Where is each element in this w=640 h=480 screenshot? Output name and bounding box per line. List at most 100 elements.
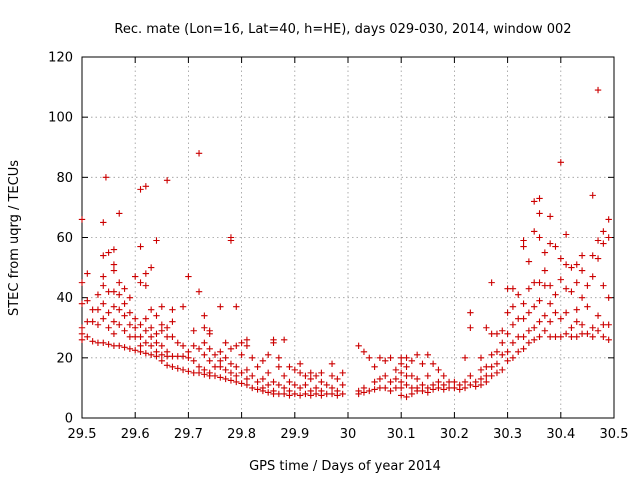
data-point [105,309,112,316]
data-point [429,386,437,393]
data-point [195,288,203,295]
data-point [137,342,144,349]
data-point [217,374,224,381]
data-point [403,393,410,401]
data-point [233,378,240,386]
data-point [488,363,495,371]
data-point [594,255,602,262]
data-point [227,369,235,377]
data-point [137,186,144,193]
data-point [515,291,522,298]
data-point [568,288,575,295]
data-point [499,351,506,359]
data-point [366,354,373,362]
data-point [243,375,251,383]
data-point [509,303,517,310]
data-point [142,350,150,357]
data-point [339,369,346,377]
data-point [573,333,580,340]
data-point [110,261,118,268]
data-point [158,342,165,349]
data-point [222,354,229,362]
data-point [536,333,543,340]
data-point [132,315,139,322]
data-point [116,210,123,217]
data-point [169,363,176,371]
data-point [137,279,144,286]
data-point [403,381,410,389]
data-point [509,339,517,346]
data-point [286,363,293,371]
data-point [605,321,612,328]
data-point [531,198,538,205]
data-point [398,392,405,399]
data-point [153,330,160,337]
data-point [147,324,155,331]
data-point [121,344,128,351]
data-point [467,372,474,380]
data-point [195,345,203,353]
data-point [158,321,165,328]
data-point [312,390,320,398]
data-point [520,333,527,340]
data-point [105,341,112,348]
data-points [78,86,612,401]
data-point [504,330,511,337]
data-point [467,324,474,331]
data-point [296,392,304,399]
data-point [504,348,511,356]
data-point [222,375,229,383]
data-point [110,288,118,295]
y-tick-label: 0 [65,412,73,427]
data-point [84,297,91,304]
data-point [179,342,187,349]
data-point [387,387,394,395]
x-tick-label: 30.2 [440,427,469,442]
data-point [296,384,304,392]
data-point [456,386,463,393]
data-point [121,300,128,307]
data-point [206,345,213,353]
data-point [605,216,612,223]
data-point [605,294,612,301]
data-point [89,318,96,325]
data-point [249,372,256,380]
data-point [179,366,187,374]
data-point [211,351,219,359]
data-point [195,150,203,157]
data-point [94,306,102,313]
data-point [520,237,527,244]
data-point [265,381,272,389]
data-point [243,381,251,389]
data-point [552,243,559,250]
data-point [403,354,410,362]
x-tick-label: 29.9 [280,427,309,442]
x-tick-label: 29.8 [227,427,256,442]
y-tick-label: 40 [56,291,73,306]
data-point [435,366,442,374]
x-tick-label: 30.1 [387,427,416,442]
data-point [100,219,107,226]
data-point [249,354,256,362]
data-point [94,321,102,328]
data-point [291,381,298,389]
data-point [142,183,150,190]
data-point [552,309,559,316]
data-point [520,243,527,250]
data-point [578,321,586,328]
data-point [584,282,591,289]
y-tick-label: 120 [48,51,73,66]
data-point [531,228,538,235]
data-point [238,339,245,346]
data-point [116,342,123,349]
data-point [142,327,150,334]
data-point [163,362,171,369]
data-point [461,354,469,362]
data-point [355,390,362,398]
data-point [238,369,245,377]
data-point [499,366,506,374]
data-point [408,372,416,380]
data-point [78,279,86,286]
data-point [201,371,208,378]
data-point [78,330,86,337]
